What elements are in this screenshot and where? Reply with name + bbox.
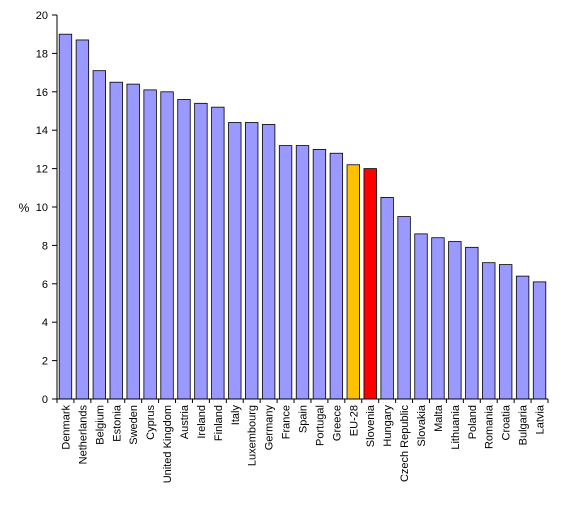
x-tick-label: Czech Republic <box>399 405 411 483</box>
axes <box>56 15 548 400</box>
x-tick-label: Latvia <box>535 404 547 434</box>
x-tick-label: Malta <box>433 404 445 432</box>
y-tick-label: 8 <box>42 240 48 252</box>
x-axis-ticks: Denmark Netherlands Belgium Estonia Sweden Cy… <box>56 399 549 483</box>
x-tick-label: Croatia <box>501 404 513 440</box>
x-tick-label: Cyprus <box>145 405 157 440</box>
bar-bulgaria <box>515 275 530 400</box>
bar-greece <box>329 152 344 400</box>
x-tick-label: Ireland <box>196 405 208 439</box>
y-tick-label: 4 <box>42 317 48 329</box>
bars <box>58 33 547 400</box>
x-tick-label: Poland <box>467 405 479 439</box>
y-tick-label: 6 <box>42 279 48 291</box>
x-tick-label: Estonia <box>111 404 123 442</box>
y-tick-label: 18 <box>36 48 48 60</box>
y-axis-label: % <box>19 201 30 215</box>
x-tick-label: Sweden <box>128 405 140 445</box>
x-tick-label: Slovenia <box>365 404 377 447</box>
bar-czech-republic <box>397 216 411 400</box>
x-tick-label: Luxembourg <box>247 405 259 466</box>
x-tick-label: Germany <box>264 405 276 451</box>
bar-germany <box>261 124 276 400</box>
y-tick-label: 12 <box>36 164 48 176</box>
x-tick-label: United Kingdom <box>162 405 174 483</box>
bar-sweden <box>126 83 140 400</box>
x-tick-label: Italy <box>230 405 242 426</box>
bar-portugal <box>312 148 327 400</box>
x-tick-label: Lithuania <box>450 404 462 450</box>
x-tick-label: Portugal <box>314 405 326 446</box>
bar-croatia <box>499 264 513 400</box>
bar-ireland <box>194 102 208 400</box>
bar-cyprus <box>143 89 157 400</box>
x-tick-label: Hungary <box>382 405 394 447</box>
bar-poland <box>465 246 479 400</box>
x-tick-label: Greece <box>331 405 343 441</box>
bar-hungary <box>380 196 394 400</box>
x-tick-label: France <box>281 405 293 439</box>
y-tick-label: 20 <box>36 10 48 22</box>
y-tick-label: 16 <box>36 87 48 99</box>
bar-slovenia <box>363 168 377 400</box>
bar-latvia <box>532 281 547 400</box>
bar-finland <box>211 106 225 400</box>
x-tick-label: Romania <box>484 404 496 449</box>
bar-lithuania <box>448 241 462 400</box>
bar-belgium <box>92 70 106 400</box>
bar-netherlands <box>75 39 90 400</box>
y-tick-label: 2 <box>42 356 48 368</box>
bar-united-kingdom <box>160 91 174 400</box>
bar-austria <box>177 99 191 400</box>
x-tick-label: Netherlands <box>77 405 89 465</box>
bar-estonia <box>109 81 123 400</box>
x-tick-label: Slovakia <box>416 404 428 446</box>
y-axis-ticks: 0 2 4 6 8 10 12 14 16 18 20 <box>36 10 57 406</box>
bar-romania <box>482 262 496 400</box>
bar-luxembourg <box>245 122 259 400</box>
bar-france <box>278 145 293 400</box>
x-tick-label: Finland <box>213 405 225 441</box>
bar-italy <box>228 122 242 400</box>
bar-eu-28 <box>346 164 360 400</box>
bar-spain <box>295 145 310 400</box>
x-tick-label: Denmark <box>60 405 72 450</box>
y-tick-label: 10 <box>36 202 48 214</box>
y-tick-label: 14 <box>36 125 48 137</box>
x-tick-label: Austria <box>179 404 191 439</box>
x-tick-label: Bulgaria <box>518 404 530 445</box>
x-tick-label: Belgium <box>94 405 106 445</box>
bar-denmark <box>58 33 73 400</box>
y-tick-label: 0 <box>42 394 48 406</box>
bar-malta <box>431 237 445 400</box>
x-tick-label: Spain <box>298 405 310 433</box>
x-tick-label: EU-28 <box>348 405 360 436</box>
bar-slovakia <box>414 233 428 400</box>
